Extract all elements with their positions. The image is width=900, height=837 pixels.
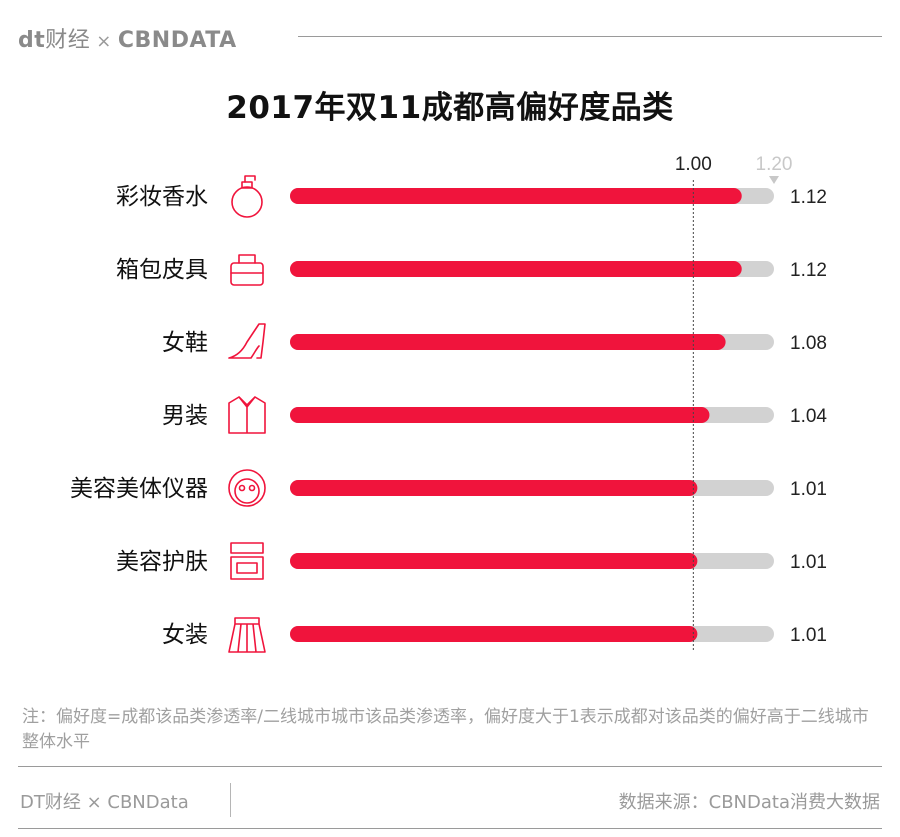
face-mask-icon xyxy=(228,469,266,507)
logo-cbndata: CBNDATA xyxy=(117,28,237,53)
footer-brand: DT财经 × CBNData xyxy=(20,792,189,813)
value-label: 1.12 xyxy=(790,260,827,281)
bottle-body xyxy=(231,186,263,218)
footnote: 注：偏好度=成都该品类渗透率/二线城市城市该品类渗透率，偏好度大于1表示成都对该… xyxy=(22,707,869,752)
category-label: 箱包皮具 xyxy=(116,257,208,283)
footer-divider-top xyxy=(18,766,882,767)
mask-eye-right xyxy=(248,484,256,492)
value-label: 1.01 xyxy=(790,552,827,573)
category-label: 女装 xyxy=(162,622,208,648)
makeup-palette-icon xyxy=(230,542,264,580)
bag-body xyxy=(230,262,264,286)
chart-title: 2017年双11成都高偏好度品类 xyxy=(226,90,674,126)
category-label: 女鞋 xyxy=(162,330,208,356)
mask-outline xyxy=(234,478,260,504)
category-label: 男装 xyxy=(162,403,208,429)
palette-lid xyxy=(230,542,264,554)
max-marker-triangle xyxy=(769,176,779,184)
logo-dt: dt xyxy=(18,28,46,53)
bar xyxy=(290,553,698,569)
category-label: 美容护肤 xyxy=(116,549,208,575)
mask-eye-left xyxy=(238,484,246,492)
shirt-shape xyxy=(228,396,266,434)
value-label: 1.01 xyxy=(790,479,827,500)
max-marker-label: 1.20 xyxy=(756,154,793,175)
category-label: 美容美体仪器 xyxy=(70,476,208,502)
bar xyxy=(290,334,726,350)
handbag-icon xyxy=(230,254,264,286)
reference-label: 1.00 xyxy=(675,154,712,175)
face-outline xyxy=(228,469,266,507)
value-label: 1.04 xyxy=(790,406,827,427)
logo-cn: 财经 xyxy=(45,28,91,53)
bottle-spray xyxy=(244,175,256,183)
high-heel-icon xyxy=(228,323,266,359)
heel-shape xyxy=(228,323,266,359)
perfume-bottle-icon xyxy=(231,175,263,218)
palette-base xyxy=(230,556,264,580)
footer-divider-bottom xyxy=(18,828,882,829)
bar xyxy=(290,480,698,496)
bottle-cap xyxy=(241,181,253,189)
data-source: 数据来源：CBNData消费大数据 xyxy=(618,792,880,813)
bar xyxy=(290,261,742,277)
shirt-icon xyxy=(228,396,266,434)
skirt-icon xyxy=(228,617,266,653)
bar-chart: 1.12 彩妆香水 1.12 箱包皮具 1.08 女鞋 1.04 男装 1.01 美容美体仪器 1.… xyxy=(70,154,827,653)
value-label: 1.12 xyxy=(790,187,827,208)
category-label: 彩妆香水 xyxy=(116,184,208,210)
palette-pan xyxy=(236,562,258,574)
logo-separator: × xyxy=(96,31,112,52)
value-label: 1.01 xyxy=(790,625,827,646)
value-label: 1.08 xyxy=(790,333,827,354)
footer-vertical-divider xyxy=(230,783,231,817)
bar xyxy=(290,407,710,423)
bar xyxy=(290,626,698,642)
skirt-shape xyxy=(228,617,266,653)
bag-handle xyxy=(238,254,256,264)
header-divider xyxy=(298,36,882,37)
bar xyxy=(290,188,742,204)
brand-logo: dt财经 × CBNDATA xyxy=(18,22,237,54)
